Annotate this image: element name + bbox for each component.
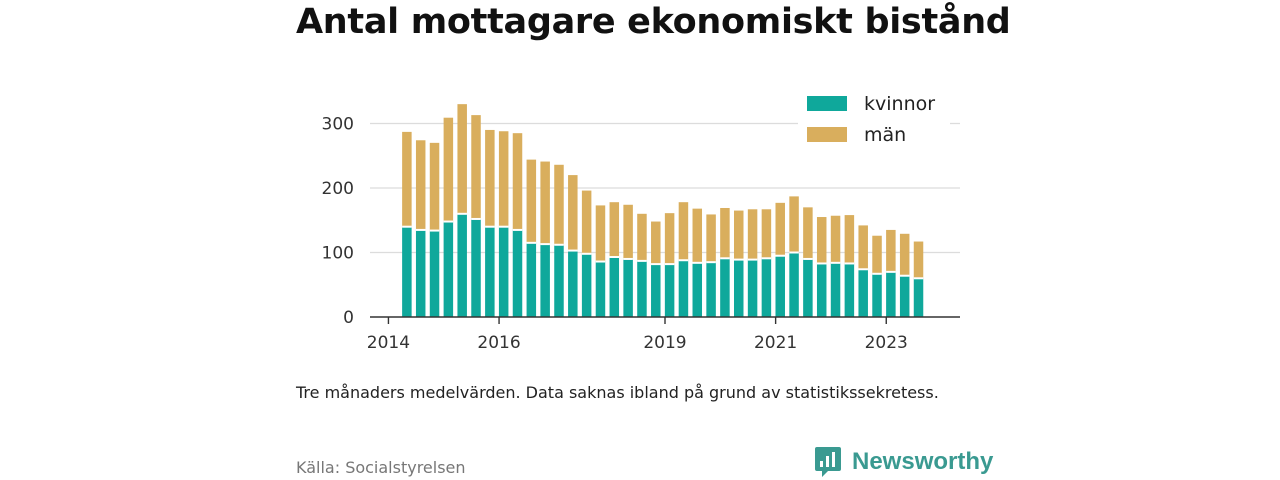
bar-kvinnor: [429, 230, 440, 317]
bar-kvinnor: [443, 221, 454, 317]
bar-män: [568, 175, 578, 251]
legend-label-kvinnor: kvinnor: [864, 93, 935, 115]
bars: [402, 104, 924, 317]
bar-kvinnor: [457, 213, 467, 317]
bar-kvinnor: [734, 259, 744, 317]
bar-kvinnor: [761, 258, 772, 317]
legend-swatch-män: [807, 127, 847, 142]
bar-män: [429, 142, 440, 231]
bar-kvinnor: [595, 261, 606, 317]
bar-kvinnor: [720, 258, 730, 317]
y-tick-label: 0: [343, 308, 354, 328]
bar-män: [830, 215, 841, 263]
y-tick-label: 200: [322, 179, 354, 199]
bar-kvinnor: [485, 226, 495, 317]
brand-name: Newsworthy: [852, 448, 994, 475]
bar-män: [706, 214, 716, 263]
bar-män: [457, 104, 467, 214]
bar-kvinnor: [858, 269, 868, 317]
bar-män: [581, 190, 592, 254]
x-tick-label: 2014: [367, 333, 410, 353]
bar-män: [720, 207, 730, 259]
legend: kvinnor män: [798, 86, 950, 154]
bar-kvinnor: [789, 252, 799, 317]
bar-män: [526, 159, 537, 243]
bar-kvinnor: [540, 244, 550, 317]
bar-män: [609, 202, 620, 258]
legend-label-män: män: [864, 124, 906, 146]
bar-kvinnor: [609, 257, 620, 317]
bar-kvinnor: [664, 264, 675, 317]
bar-män: [678, 202, 689, 261]
legend-swatch-kvinnor: [807, 96, 847, 111]
bar-män: [858, 225, 868, 270]
bar-män: [512, 133, 523, 230]
bar-chart-speech-bubble-icon: [815, 447, 841, 477]
bar-män: [899, 233, 910, 276]
bar-män: [402, 131, 412, 227]
bar-män: [540, 161, 550, 245]
bar-män: [747, 209, 758, 260]
bar-kvinnor: [844, 263, 855, 317]
bar-män: [844, 215, 855, 264]
bar-kvinnor: [899, 275, 910, 317]
bar-kvinnor: [554, 244, 564, 317]
source-credit: Källa: Socialstyrelsen: [296, 458, 466, 477]
bar-män: [692, 208, 703, 263]
bar-kvinnor: [623, 258, 633, 317]
bar-män: [913, 241, 924, 279]
bar-män: [872, 235, 882, 274]
bar-kvinnor: [512, 229, 523, 317]
bar-män: [443, 117, 454, 222]
bar-män: [485, 129, 495, 227]
y-tick-label: 100: [322, 244, 354, 264]
bar-män: [595, 205, 606, 262]
x-tick-label: 2016: [477, 333, 520, 353]
bar-män: [651, 221, 661, 265]
bar-män: [761, 209, 772, 259]
bar-kvinnor: [706, 262, 716, 317]
chart-note: Tre månaders medelvärden. Data saknas ib…: [296, 383, 939, 402]
brand-logo[interactable]: Newsworthy: [814, 445, 993, 479]
bar-kvinnor: [886, 271, 896, 317]
bar-män: [637, 213, 647, 261]
bar-kvinnor: [816, 263, 827, 317]
bar-män: [664, 213, 675, 265]
bar-kvinnor: [692, 262, 703, 317]
bar-män: [498, 131, 509, 227]
bar-män: [471, 115, 481, 219]
bar-kvinnor: [471, 218, 481, 317]
x-tick-label: 2023: [865, 333, 908, 353]
bar-män: [623, 204, 633, 259]
bar-män: [554, 164, 564, 245]
bar-kvinnor: [678, 260, 689, 317]
x-tick-label: 2019: [643, 333, 686, 353]
bar-kvinnor: [803, 258, 813, 317]
bar-kvinnor: [637, 260, 647, 317]
bar-män: [886, 229, 896, 272]
chart-title: Antal mottagare ekonomiskt bistånd: [296, 2, 1011, 42]
bar-män: [803, 207, 813, 259]
bar-kvinnor: [830, 262, 841, 317]
bar-kvinnor: [498, 226, 509, 317]
bar-kvinnor: [581, 253, 592, 317]
bar-kvinnor: [651, 264, 661, 317]
y-tick-label: 300: [322, 115, 354, 135]
axes: 0 100 200 300 2014 2016 2019 2021 2023: [322, 115, 960, 353]
bar-kvinnor: [913, 278, 924, 317]
bar-män: [789, 196, 799, 253]
x-tick-label: 2021: [754, 333, 797, 353]
bar-kvinnor: [775, 255, 785, 317]
bar-kvinnor: [415, 229, 426, 317]
bar-kvinnor: [526, 242, 537, 317]
bar-män: [816, 217, 827, 264]
bar-kvinnor: [568, 250, 578, 317]
bar-män: [415, 140, 426, 230]
bar-män: [734, 210, 744, 260]
bar-kvinnor: [402, 226, 412, 317]
bar-kvinnor: [872, 273, 882, 317]
bar-kvinnor: [747, 259, 758, 317]
bar-män: [775, 202, 785, 256]
